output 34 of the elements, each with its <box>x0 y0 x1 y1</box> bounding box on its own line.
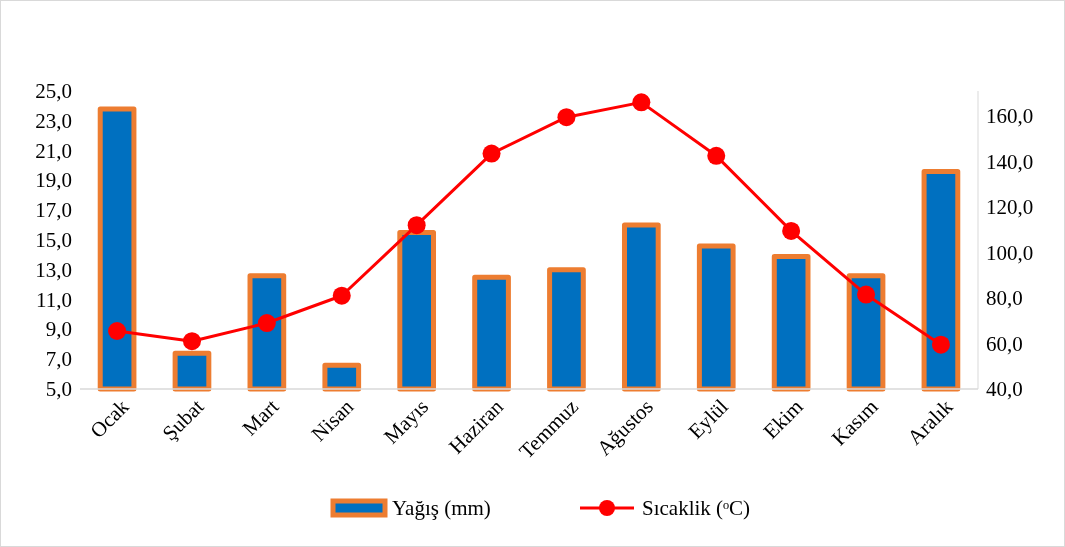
y-tick-label: 5,0 <box>45 377 72 401</box>
y2-tick-label: 160,0 <box>986 104 1034 129</box>
point <box>182 332 201 351</box>
y2-tick-label: 80,0 <box>986 286 1023 311</box>
y-tick-label: 25,0 <box>35 79 72 103</box>
y2-tick-label: 120,0 <box>986 195 1034 220</box>
y-tick-label: 21,0 <box>35 138 72 163</box>
x-tick-label: Ocak <box>85 394 134 443</box>
point <box>332 286 351 305</box>
point <box>482 144 501 163</box>
y-tick-label: 13,0 <box>35 257 72 282</box>
legend-label: Sıcaklik (ᵒC) <box>642 496 751 520</box>
point <box>707 146 726 165</box>
point <box>931 335 950 354</box>
point <box>108 321 127 340</box>
y2-tick-label: 40,0 <box>986 377 1023 401</box>
point <box>857 285 876 304</box>
point <box>632 93 651 112</box>
point <box>557 108 576 127</box>
y-tick-label: 19,0 <box>35 168 72 193</box>
y2-tick-label: 60,0 <box>986 331 1023 356</box>
y2-tick-label: 140,0 <box>986 149 1034 174</box>
legend-label: Yağış (mm) <box>392 496 491 520</box>
point <box>257 314 276 333</box>
y-tick-label: 23,0 <box>35 108 72 133</box>
y-tick-label: 15,0 <box>35 228 72 252</box>
x-tick-label: Mart <box>237 394 284 441</box>
y-tick-label: 17,0 <box>35 198 72 223</box>
y2-tick-label: 100,0 <box>986 240 1034 265</box>
point <box>407 216 426 235</box>
y-tick-label: 9,0 <box>45 317 72 342</box>
point <box>782 221 801 240</box>
y-tick-label: 11,0 <box>36 287 72 312</box>
y-tick-label: 7,0 <box>45 347 72 372</box>
